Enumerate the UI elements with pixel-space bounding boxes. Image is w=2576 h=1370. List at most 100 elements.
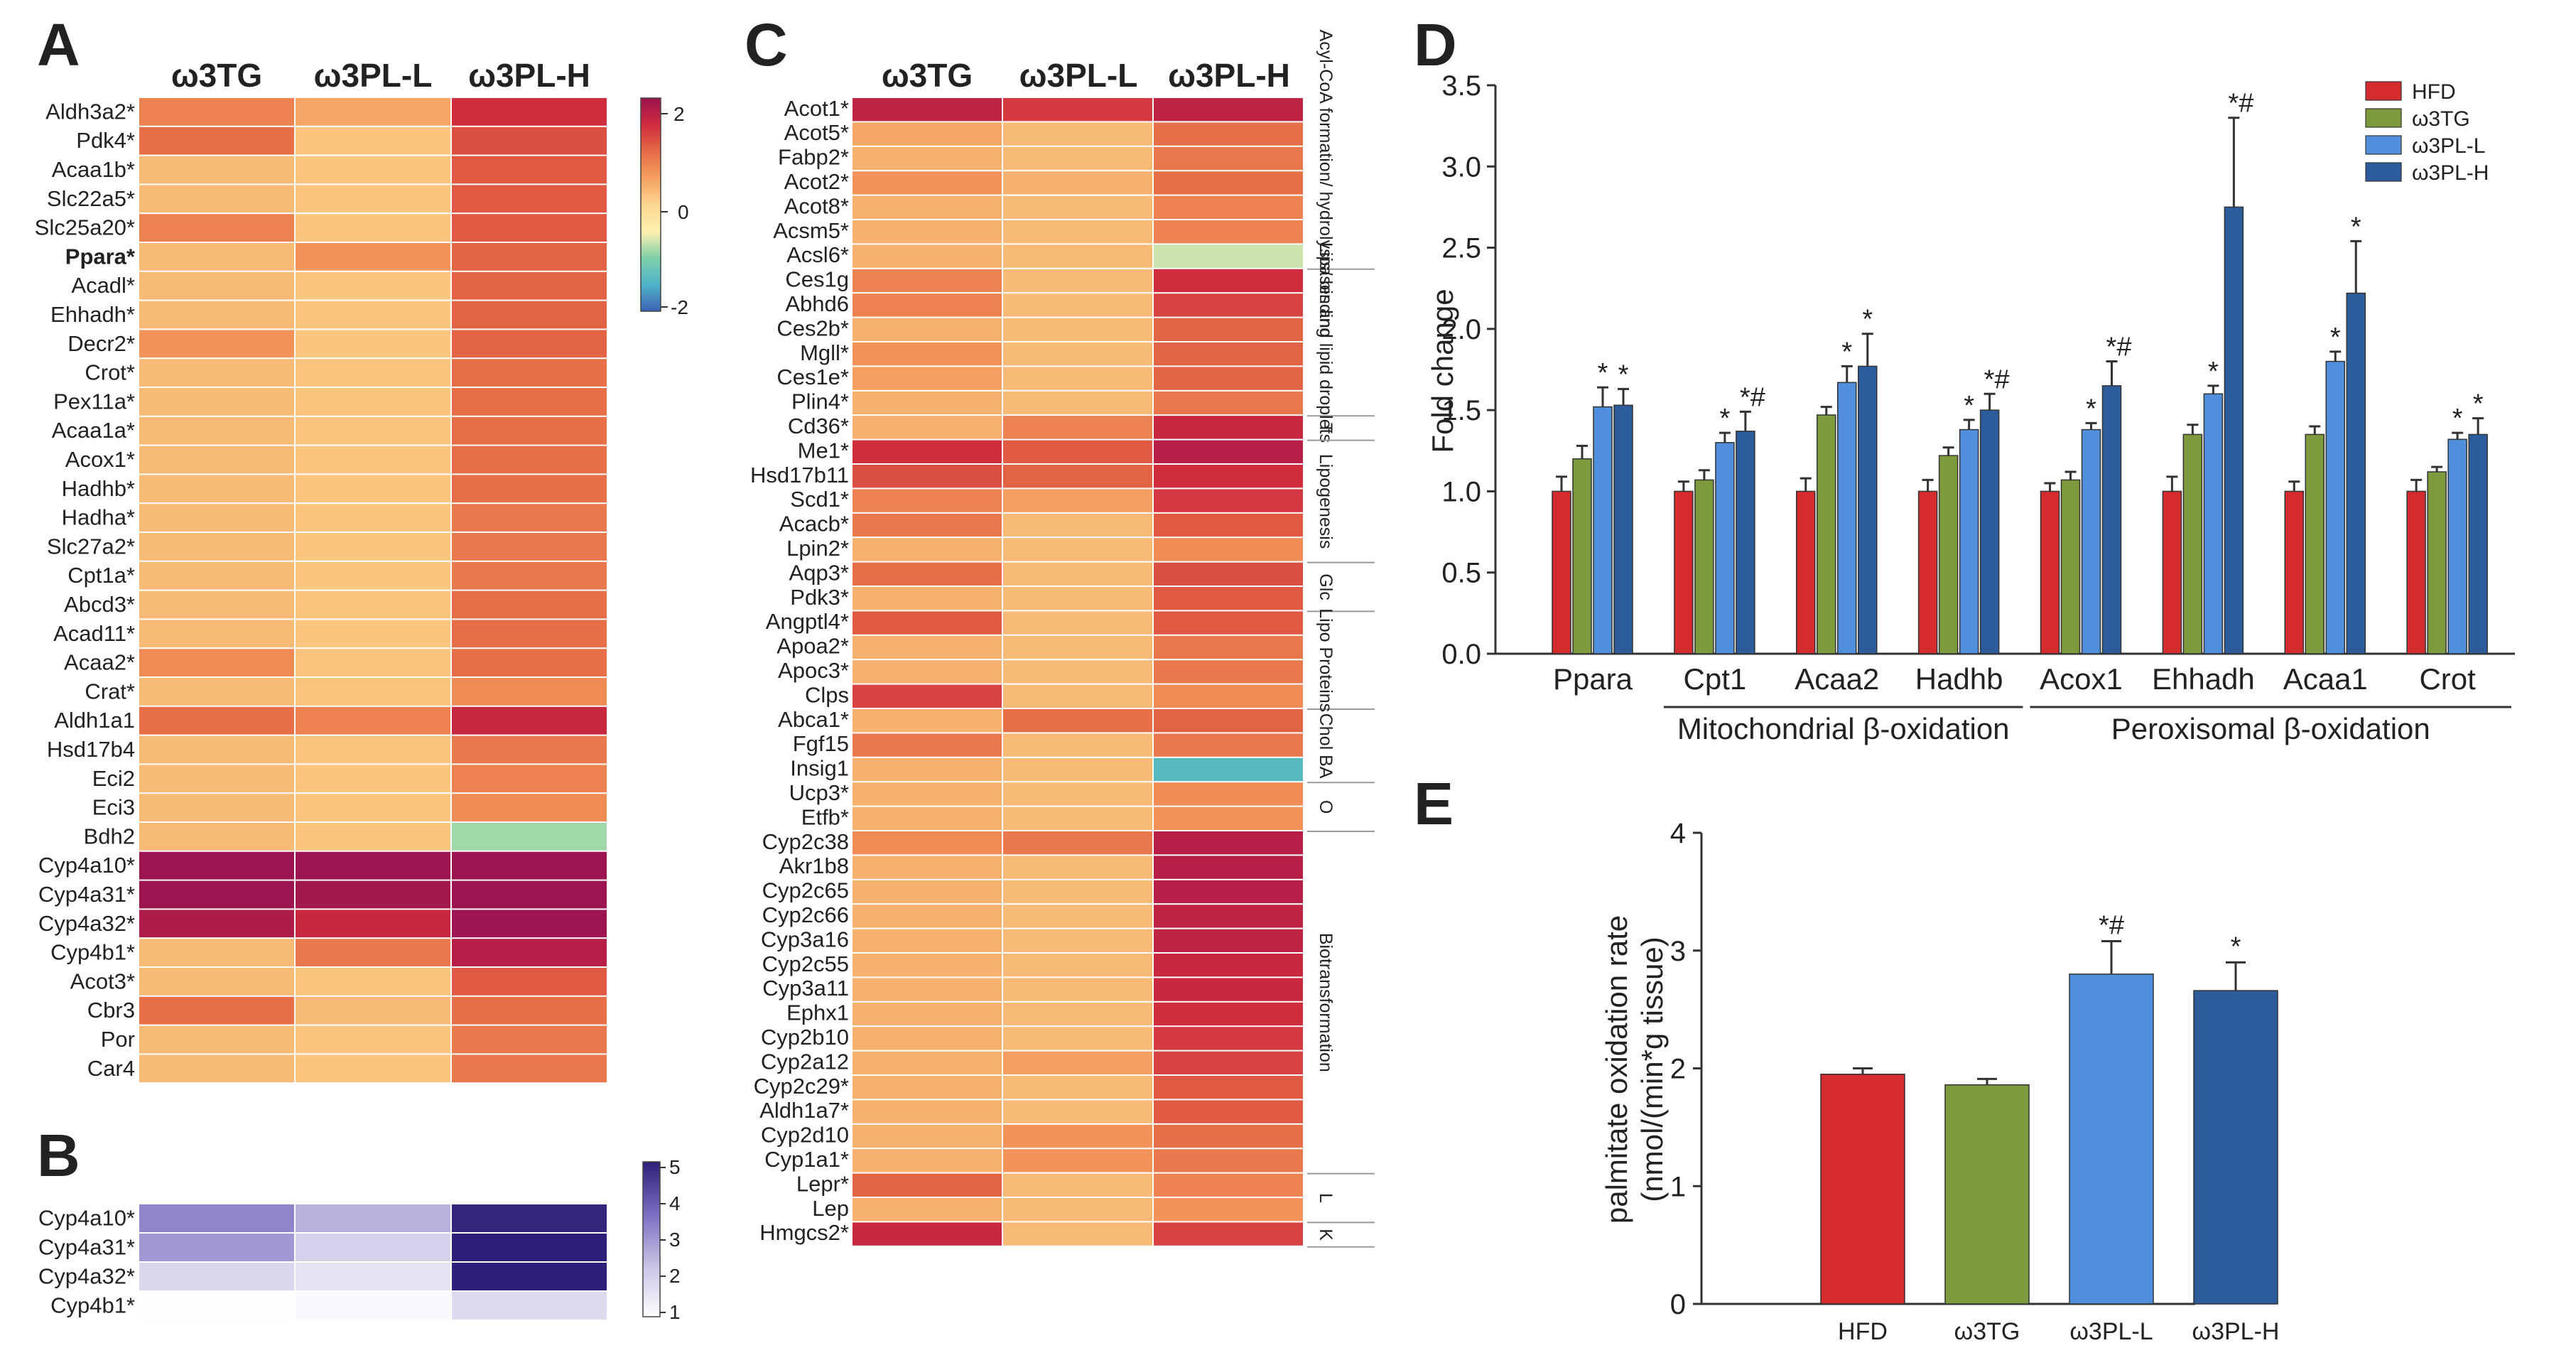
- panel-a-gene-label: Aldh1a1: [54, 708, 135, 733]
- panel-c-cell: [853, 831, 1002, 855]
- panel-c-cell: [1154, 244, 1303, 268]
- panel-a-cell: [139, 504, 294, 532]
- panel-d-chart: 0.0 0.5 1.0 1.5 2.0 2.5 3.0 3.5 * * Ppara * *# Cpt1 * *…: [1441, 70, 2515, 745]
- panel-c-gene-label: Cyp2c38: [762, 829, 849, 854]
- panel-d-y-tick-label: 1.0: [1441, 476, 1481, 507]
- panel-c-gene-label: Aqp3*: [789, 560, 849, 585]
- panel-c-cell: [1154, 513, 1303, 537]
- panel-d-category-label: Cpt1: [1684, 662, 1747, 696]
- panel-c-gene-label: Fgf15: [793, 731, 849, 756]
- panel-a-cell: [139, 794, 294, 821]
- panel-c-cell: [853, 538, 1002, 561]
- panel-d-bar: [1572, 458, 1592, 654]
- panel-d-category-label: Acaa1: [2283, 662, 2368, 696]
- panel-a-gene-label: Acadl*: [71, 273, 135, 298]
- panel-a-cell: [452, 649, 607, 676]
- panel-d-significance: *: [2330, 323, 2341, 352]
- panel-c-gene-label: Ces1g: [785, 267, 849, 292]
- panel-c-gene-label: Acot2*: [784, 169, 849, 194]
- panel-c-cell: [1154, 1051, 1303, 1074]
- panel-d-bar: [2101, 385, 2122, 654]
- panel-c-gene-label: Mgll*: [800, 340, 849, 365]
- panel-a-cell: [139, 910, 294, 938]
- panel-c-cell: [1003, 757, 1152, 782]
- panel-d-y-tick-label: 3.0: [1441, 151, 1481, 183]
- panel-c-label: C: [745, 11, 788, 78]
- panel-c-gene-label: Acot8*: [784, 193, 849, 218]
- panel-c-cell: [853, 635, 1002, 659]
- panel-a-colorbar-ticks: 2 0 -2: [661, 103, 689, 318]
- panel-c-gene-label: Ces1e*: [776, 365, 849, 389]
- panel-d-significance: *: [1964, 391, 1974, 421]
- panel-e-y-tick-label: 0: [1670, 1289, 1686, 1320]
- panel-c-section-label: Glc: [1316, 573, 1336, 600]
- panel-d-bar: [2203, 393, 2224, 654]
- panel-a-gene-label: Eci2: [92, 766, 135, 791]
- panel-c-cell: [1154, 587, 1303, 610]
- panel-c-gene-label: Cyp2b10: [761, 1025, 849, 1050]
- panel-c-cell: [1003, 1051, 1152, 1074]
- panel-a-cell: [296, 590, 450, 619]
- panel-c-cell: [1154, 611, 1303, 635]
- panel-c-cell: [853, 1076, 1002, 1099]
- panel-b-cell: [452, 1204, 607, 1232]
- panel-a-cb-tick-0: 0: [678, 201, 689, 223]
- panel-c-gene-label: Cd36*: [788, 414, 849, 438]
- panel-d-bar: [1593, 406, 1613, 654]
- panel-d-bar: [1917, 490, 1938, 654]
- panel-c-cell: [1003, 416, 1152, 439]
- panel-c-cell: [853, 856, 1002, 879]
- panel-c-cell: [853, 342, 1002, 366]
- panel-a-gene-label: Cyp4a32*: [38, 911, 135, 936]
- panel-c-cell: [1154, 929, 1303, 952]
- panel-c-cell: [1154, 440, 1303, 463]
- panel-e-bar: [1944, 1084, 2030, 1305]
- panel-a-gene-label: Acaa2*: [64, 650, 135, 675]
- panel-c-section-label: L: [1316, 1193, 1336, 1203]
- panel-a-cell: [296, 359, 450, 387]
- panel-d-y-tick-label: 1.5: [1441, 395, 1481, 426]
- panel-a-cell: [452, 996, 607, 1025]
- panel-c-gene-label: Fabp2*: [778, 145, 849, 170]
- panel-c-cell: [1154, 660, 1303, 684]
- panel-a-cell: [452, 475, 607, 503]
- panel-c-gene-label: Acsl6*: [786, 242, 849, 267]
- panel-c-gene-label: Akr1b8: [779, 853, 849, 878]
- panel-c-cell: [853, 146, 1002, 171]
- panel-a-cell: [296, 504, 450, 532]
- panel-c-cell: [853, 905, 1002, 928]
- panel-a-cell: [452, 735, 607, 764]
- legend-swatch-hfd: [2365, 81, 2402, 101]
- panel-b-cb-tick-5: 5: [669, 1156, 681, 1178]
- panel-a-cell: [452, 910, 607, 938]
- panel-b-cell: [139, 1204, 294, 1232]
- panel-a-cell: [296, 214, 450, 242]
- panel-c-cell: [1003, 1222, 1152, 1246]
- panel-a-cell: [452, 794, 607, 821]
- panel-a-cell: [452, 301, 607, 329]
- panel-c-cell: [853, 562, 1002, 586]
- panel-c-cell: [1154, 98, 1303, 122]
- panel-d-y-tick-label: 2.5: [1441, 233, 1481, 264]
- panel-c-gene-label: Angptl4*: [766, 609, 849, 634]
- panel-c-cell: [1003, 220, 1152, 244]
- panel-a-cell: [139, 620, 294, 648]
- panel-a-cell: [139, 706, 294, 735]
- panel-d-significance: *: [1618, 360, 1629, 389]
- panel-d-significance: *: [1841, 337, 1852, 367]
- panel-b-heatmap: Cyp4a10* Cyp4a31* Cyp4a32* Cyp4b1*: [38, 1204, 607, 1320]
- panel-c-cell: [1154, 146, 1303, 171]
- panel-a-gene-label: Slc22a5*: [47, 186, 135, 211]
- panel-c-cell: [1154, 416, 1303, 439]
- panel-a-cell: [139, 446, 294, 474]
- panel-a-cell: [296, 939, 450, 966]
- panel-c-section-label: Lipases and lipid droplets: [1316, 242, 1336, 443]
- panel-e-chart: 0 1 2 3 4 HFD ω3TG *# ω3PL-L * ω3PL-H: [1670, 818, 2280, 1345]
- panel-c-cell: [1154, 1149, 1303, 1172]
- panel-c-header-w3tg: ω3TG: [882, 57, 973, 94]
- panel-a-cell: [452, 416, 607, 445]
- panel-c-cell: [1003, 1076, 1152, 1099]
- panel-d-category-label: Ppara: [1553, 662, 1633, 696]
- panel-a-gene-label: Slc25a20*: [35, 215, 135, 240]
